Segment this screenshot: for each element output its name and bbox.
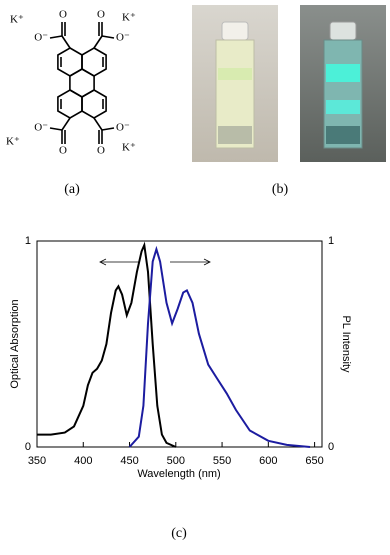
panel-label: (b) xyxy=(272,182,289,197)
panel-label: (a) xyxy=(64,182,80,197)
oxygen: O xyxy=(97,9,105,21)
x-tick-label: 550 xyxy=(213,455,231,467)
cation: K⁺ xyxy=(6,136,20,148)
x-axis-label: Wavelength (nm) xyxy=(137,468,220,480)
oxygen: O xyxy=(59,145,67,157)
x-tick-label: 650 xyxy=(305,455,323,467)
y2-axis-label: PL Intensity xyxy=(340,315,352,373)
y-tick-label: 1 xyxy=(25,235,31,247)
x-tick-label: 500 xyxy=(167,455,185,467)
cation: K⁺ xyxy=(122,142,136,154)
molecule xyxy=(49,22,115,144)
panel-label: (c) xyxy=(171,526,187,541)
y2-tick-label: 1 xyxy=(328,235,334,247)
photo xyxy=(300,5,386,162)
y-tick-label: 0 xyxy=(25,441,31,453)
x-tick-label: 450 xyxy=(120,455,138,467)
y-axis-label: Optical Absorption xyxy=(9,299,21,388)
anion-oxygen: O⁻ xyxy=(116,122,130,134)
oxygen: O xyxy=(59,9,67,21)
anion-oxygen: O⁻ xyxy=(34,32,48,44)
data-line xyxy=(37,241,177,448)
plot-frame xyxy=(36,240,323,448)
direction-arrows xyxy=(99,258,211,266)
x-tick-label: 600 xyxy=(259,455,277,467)
data-line xyxy=(128,245,311,448)
anion-oxygen: O⁻ xyxy=(34,122,48,134)
y2-tick-label: 0 xyxy=(328,441,334,453)
cation: K⁺ xyxy=(122,12,136,24)
oxygen: O xyxy=(97,145,105,157)
x-tick-label: 350 xyxy=(28,455,46,467)
x-tick-label: 400 xyxy=(74,455,92,467)
photo xyxy=(192,5,278,162)
anion-oxygen: O⁻ xyxy=(116,32,130,44)
cation: K⁺ xyxy=(10,14,24,26)
